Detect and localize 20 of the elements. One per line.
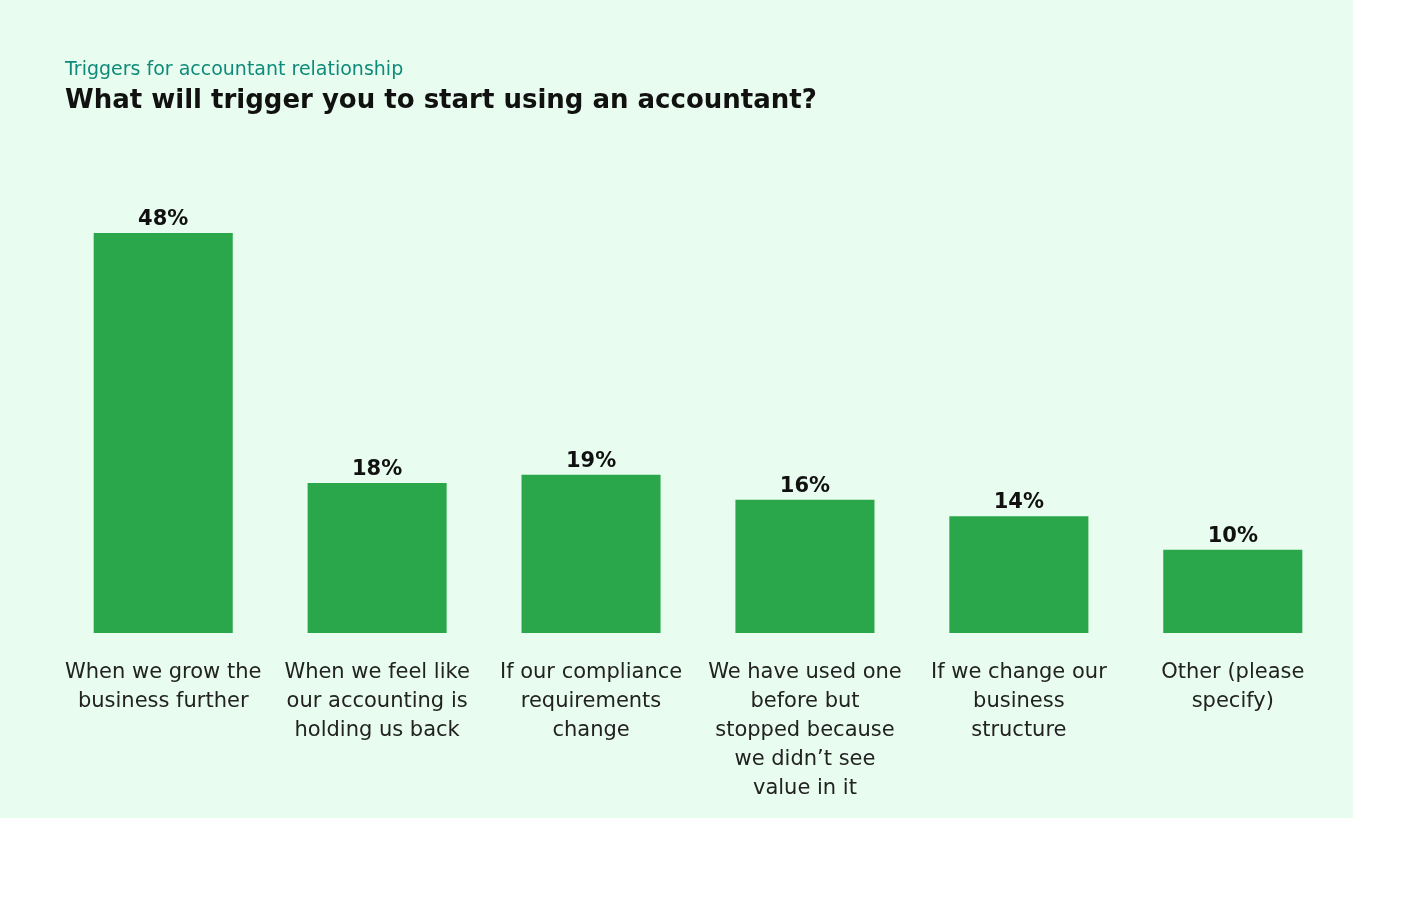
bar — [93, 233, 233, 633]
bar — [1163, 549, 1303, 633]
data-label: 18% — [352, 456, 403, 480]
data-label: 10% — [1207, 522, 1258, 547]
bar — [949, 516, 1089, 633]
bar — [307, 483, 447, 633]
x-tick-label: If our compliance requirements change — [499, 659, 683, 741]
chart-title: Triggers for accountant relationship — [64, 57, 404, 79]
bar — [521, 474, 661, 633]
data-label: 16% — [779, 472, 831, 497]
x-tick-label: When we feel like our accounting is holding us back — [284, 659, 470, 741]
x-tick-label: Other (please specify) — [1161, 659, 1305, 712]
data-label: 14% — [993, 489, 1044, 514]
x-tick-label: When we grow the business further — [65, 659, 262, 712]
bar — [735, 499, 875, 633]
x-tick-label: We have used one before but stopped because we didn’t see value in it — [708, 659, 902, 799]
chart-subtitle: What will trigger you to start using an accountant? — [65, 84, 817, 114]
x-tick-label: If we change our business structure — [930, 659, 1108, 741]
data-label: 48% — [138, 206, 189, 230]
data-label: 19% — [565, 447, 617, 472]
